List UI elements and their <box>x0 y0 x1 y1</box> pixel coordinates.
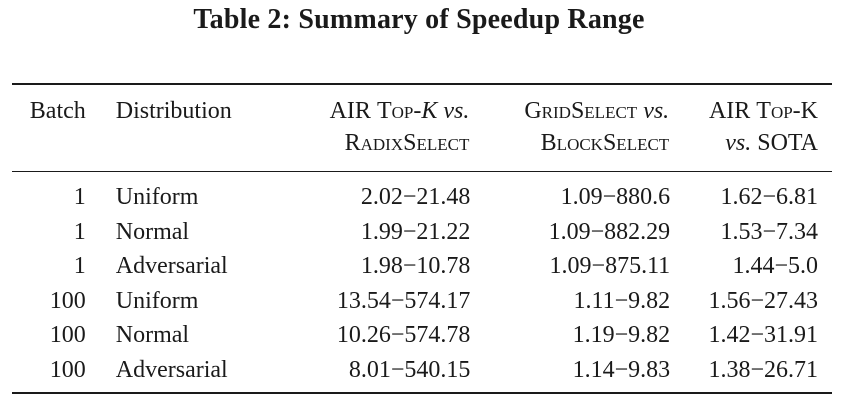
header-air-word-2: AIR <box>708 98 757 124</box>
cell-air-vs-radix: 8.01−540.15 <box>348 356 471 383</box>
header-top-word: Top <box>376 98 414 124</box>
cell-grid-vs-block: 1.09−875.11 <box>549 253 671 280</box>
table-row: 100 Adversarial 8.01−540.15 1.14−9.83 1.… <box>12 353 832 393</box>
header-radixselect-word: RadixSelect <box>344 130 470 156</box>
table-row: 1 Uniform 2.02−21.48 1.09−880.6 1.62−6.8… <box>12 172 832 215</box>
cell-distribution: Adversarial <box>115 356 228 383</box>
header-k-letter: K <box>421 98 438 124</box>
cell-batch: 1 <box>73 218 86 245</box>
table-row: 1 Adversarial 1.98−10.78 1.09−875.11 1.4… <box>12 249 832 284</box>
cell-air-vs-sota: 1.38−26.71 <box>708 356 818 383</box>
cell-air-vs-radix: 2.02−21.48 <box>360 184 471 210</box>
header-row: Batch Distribution AIR Top-K vs. RadixSe… <box>12 84 832 172</box>
cell-air-vs-sota: 1.53−7.34 <box>720 218 818 245</box>
cell-grid-vs-block: 1.09−882.29 <box>548 218 671 245</box>
header-air-vs-radixselect: AIR Top-K vs. RadixSelect <box>278 84 470 172</box>
header-dash: - <box>413 98 422 124</box>
cell-distribution: Uniform <box>115 287 199 314</box>
header-blockselect-word: BlockSelect <box>540 130 670 156</box>
header-sota-word: SOTA <box>751 130 818 156</box>
cell-distribution: Normal <box>115 322 190 349</box>
speedup-table: Batch Distribution AIR Top-K vs. RadixSe… <box>12 83 832 394</box>
header-gridselect-vs-blockselect: GridSelect vs. BlockSelect <box>470 84 670 172</box>
header-vs-word: vs. <box>437 98 470 124</box>
cell-air-vs-sota: 1.42−31.91 <box>708 322 818 349</box>
cell-distribution: Uniform <box>115 184 199 210</box>
cell-air-vs-radix: 1.99−21.22 <box>360 218 471 245</box>
cell-batch: 100 <box>49 356 86 383</box>
table-row: 1 Normal 1.99−21.22 1.09−882.29 1.53−7.3… <box>12 215 832 250</box>
speedup-table-container: Batch Distribution AIR Top-K vs. RadixSe… <box>12 83 832 394</box>
cell-air-vs-sota: 1.56−27.43 <box>708 287 818 314</box>
cell-distribution: Normal <box>115 218 190 245</box>
header-topk-word: Top-K <box>756 98 818 124</box>
header-vs-word-3: vs. <box>725 130 752 156</box>
cell-batch: 100 <box>49 322 86 349</box>
cell-grid-vs-block: 1.09−880.6 <box>560 184 671 210</box>
cell-air-vs-radix: 13.54−574.17 <box>336 287 471 314</box>
header-air-vs-sota: AIR Top-K vs. SOTA <box>670 84 832 172</box>
cell-air-vs-sota: 1.62−6.81 <box>720 184 818 210</box>
cell-air-vs-radix: 1.98−10.78 <box>360 253 471 280</box>
header-gridselect-word: GridSelect <box>524 98 638 124</box>
table-caption: Table 2: Summary of Speedup Range <box>193 4 645 35</box>
cell-distribution: Adversarial <box>115 253 228 280</box>
table-row: 100 Normal 10.26−574.78 1.19−9.82 1.42−3… <box>12 318 832 353</box>
cell-batch: 1 <box>73 253 86 280</box>
cell-grid-vs-block: 1.14−9.83 <box>572 356 671 383</box>
cell-air-vs-radix: 10.26−574.78 <box>336 322 471 349</box>
header-air-word: AIR <box>329 98 377 124</box>
cell-batch: 100 <box>49 287 86 314</box>
header-vs-word-2: vs. <box>637 98 670 124</box>
cell-grid-vs-block: 1.11−9.82 <box>573 287 671 314</box>
cell-air-vs-sota: 1.44−5.0 <box>732 253 818 280</box>
cell-grid-vs-block: 1.19−9.82 <box>572 322 671 349</box>
table-row: 100 Uniform 13.54−574.17 1.11−9.82 1.56−… <box>12 284 832 319</box>
cell-batch: 1 <box>73 184 86 210</box>
header-batch: Batch <box>29 98 86 124</box>
header-distribution: Distribution <box>115 98 232 124</box>
